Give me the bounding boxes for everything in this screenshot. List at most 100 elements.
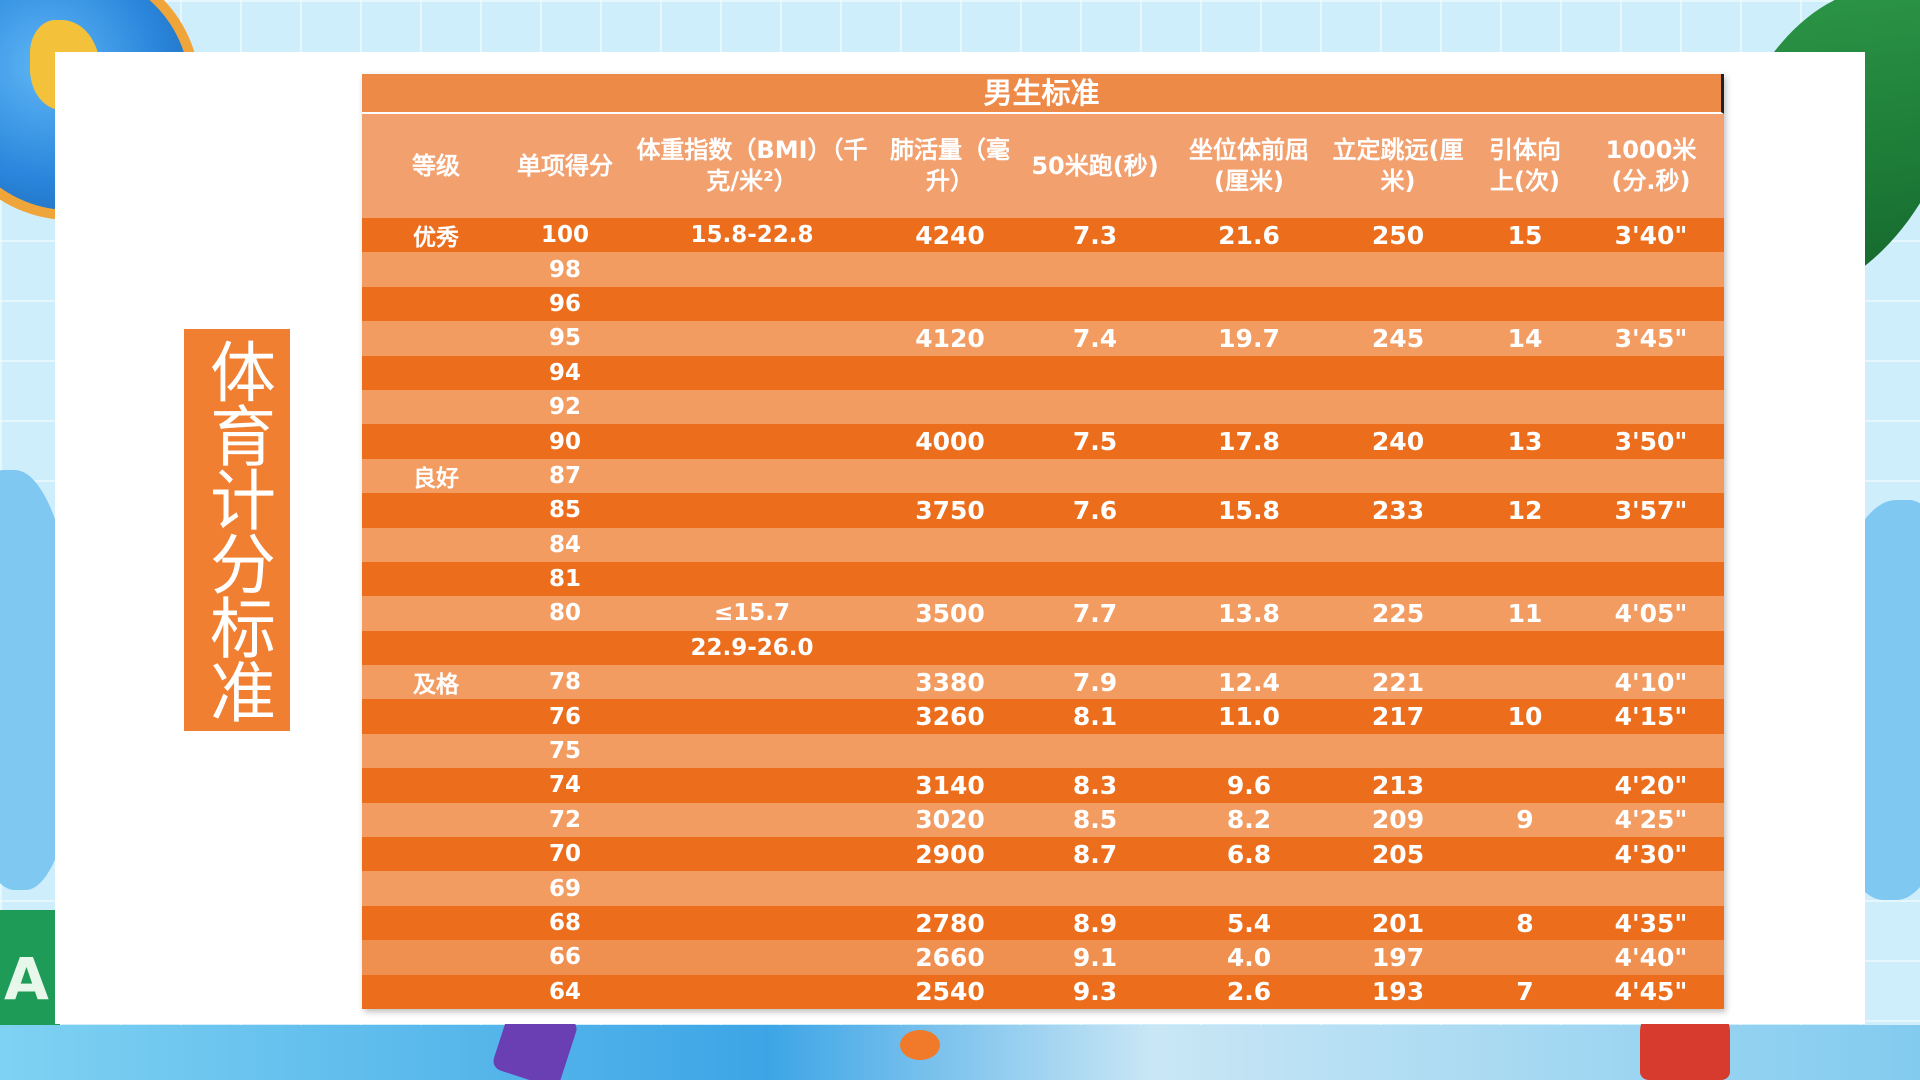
cell-bmi [620, 768, 884, 803]
cell-vital-capacity: 2900 [884, 837, 1016, 872]
cell-run-1000m [1578, 458, 1724, 494]
cell-run-1000m: 3'40" [1578, 218, 1724, 253]
cell-run-50m [1016, 733, 1174, 769]
cell-long-jump: 250 [1324, 218, 1472, 253]
cell-long-jump: 240 [1324, 424, 1472, 459]
cell-run-1000m [1578, 252, 1724, 287]
cell-bmi [620, 974, 884, 1009]
cell-pull-up [1472, 252, 1578, 287]
cell-run-1000m: 4'25" [1578, 802, 1724, 838]
cell-vital-capacity: 3140 [884, 768, 1016, 803]
cell-long-jump: 201 [1324, 905, 1472, 941]
cell-sit-reach: 2.6 [1174, 974, 1324, 1009]
cell-score: 74 [510, 768, 620, 803]
cell-bmi [620, 252, 884, 287]
cell-vital-capacity [884, 389, 1016, 425]
cell-score: 84 [510, 527, 620, 562]
cell-vital-capacity: 4000 [884, 424, 1016, 459]
cell-score: 96 [510, 286, 620, 322]
cell-vital-capacity: 2780 [884, 905, 1016, 941]
table-row: 90 4000 7.5 17.8 240 13 3'50" [362, 424, 1724, 459]
cell-sit-reach [1174, 527, 1324, 562]
table-row: 98 [362, 252, 1724, 287]
header-sit-reach: 坐位体前屈(厘米) [1174, 114, 1324, 218]
cell-vital-capacity [884, 630, 1016, 666]
cell-run-1000m: 3'57" [1578, 493, 1724, 528]
cell-run-50m [1016, 286, 1174, 322]
cell-run-50m: 7.7 [1016, 596, 1174, 631]
cell-long-jump: 245 [1324, 321, 1472, 356]
cell-long-jump [1324, 630, 1472, 666]
cell-run-1000m: 4'15" [1578, 699, 1724, 734]
cell-long-jump [1324, 286, 1472, 322]
cell-pull-up: 9 [1472, 802, 1578, 838]
cell-vital-capacity [884, 458, 1016, 494]
cell-vital-capacity [884, 733, 1016, 769]
cell-pull-up: 11 [1472, 596, 1578, 631]
cell-grade [362, 802, 510, 838]
table-row: 66 2660 9.1 4.0 197 4'40" [362, 940, 1724, 975]
table-row: 优秀 100 15.8-22.8 4240 7.3 21.6 250 15 3'40" [362, 218, 1724, 253]
cell-run-1000m: 4'45" [1578, 974, 1724, 1009]
cell-vital-capacity: 3750 [884, 493, 1016, 528]
cell-run-1000m: 4'20" [1578, 768, 1724, 803]
cell-sit-reach: 6.8 [1174, 837, 1324, 872]
cell-sit-reach [1174, 561, 1324, 597]
cell-pull-up: 10 [1472, 699, 1578, 734]
cell-score: 80 [510, 596, 620, 631]
cell-sit-reach: 17.8 [1174, 424, 1324, 459]
cell-run-50m: 8.7 [1016, 837, 1174, 872]
cell-score: 72 [510, 802, 620, 838]
cell-vital-capacity [884, 286, 1016, 322]
cell-vital-capacity [884, 561, 1016, 597]
table-row: 69 [362, 871, 1724, 906]
cell-sit-reach [1174, 252, 1324, 287]
header-1000m: 1000米(分.秒) [1578, 114, 1724, 218]
cell-long-jump: 213 [1324, 768, 1472, 803]
table-row: 85 3750 7.6 15.8 233 12 3'57" [362, 493, 1724, 528]
cell-long-jump [1324, 733, 1472, 769]
cell-vital-capacity: 2660 [884, 940, 1016, 975]
cell-vital-capacity [884, 252, 1016, 287]
cell-run-50m [1016, 527, 1174, 562]
cell-pull-up [1472, 768, 1578, 803]
cell-grade [362, 905, 510, 941]
table-row: 68 2780 8.9 5.4 201 8 4'35" [362, 905, 1724, 941]
cell-sit-reach: 12.4 [1174, 665, 1324, 700]
cell-long-jump [1324, 527, 1472, 562]
table-row: 84 [362, 527, 1724, 562]
toy-block-letter-decoration: A [4, 945, 49, 1013]
cell-run-50m: 9.1 [1016, 940, 1174, 975]
cell-run-50m: 8.9 [1016, 905, 1174, 941]
cell-grade [362, 871, 510, 906]
cell-run-1000m: 3'50" [1578, 424, 1724, 459]
cell-sit-reach: 8.2 [1174, 802, 1324, 838]
cell-run-1000m: 3'45" [1578, 321, 1724, 356]
cell-run-50m [1016, 561, 1174, 597]
cell-bmi [620, 527, 884, 562]
cell-bmi [620, 389, 884, 425]
cell-run-50m: 7.5 [1016, 424, 1174, 459]
cell-score: 87 [510, 458, 620, 494]
cell-vital-capacity [884, 871, 1016, 906]
cell-run-1000m: 4'30" [1578, 837, 1724, 872]
cell-pull-up [1472, 837, 1578, 872]
cell-run-1000m: 4'05" [1578, 596, 1724, 631]
cell-sit-reach [1174, 286, 1324, 322]
cell-run-50m: 8.5 [1016, 802, 1174, 838]
cell-pull-up [1472, 286, 1578, 322]
cell-long-jump [1324, 389, 1472, 425]
cell-pull-up: 15 [1472, 218, 1578, 253]
cell-score: 98 [510, 252, 620, 287]
cell-bmi [620, 940, 884, 975]
cell-long-jump [1324, 871, 1472, 906]
cell-pull-up [1472, 355, 1578, 390]
header-grade: 等级 [362, 114, 510, 218]
cell-bmi [620, 424, 884, 459]
cell-score: 92 [510, 389, 620, 425]
cell-score: 94 [510, 355, 620, 390]
cell-score: 75 [510, 733, 620, 769]
cell-grade [362, 596, 510, 631]
cell-grade [362, 733, 510, 769]
cell-grade [362, 355, 510, 390]
